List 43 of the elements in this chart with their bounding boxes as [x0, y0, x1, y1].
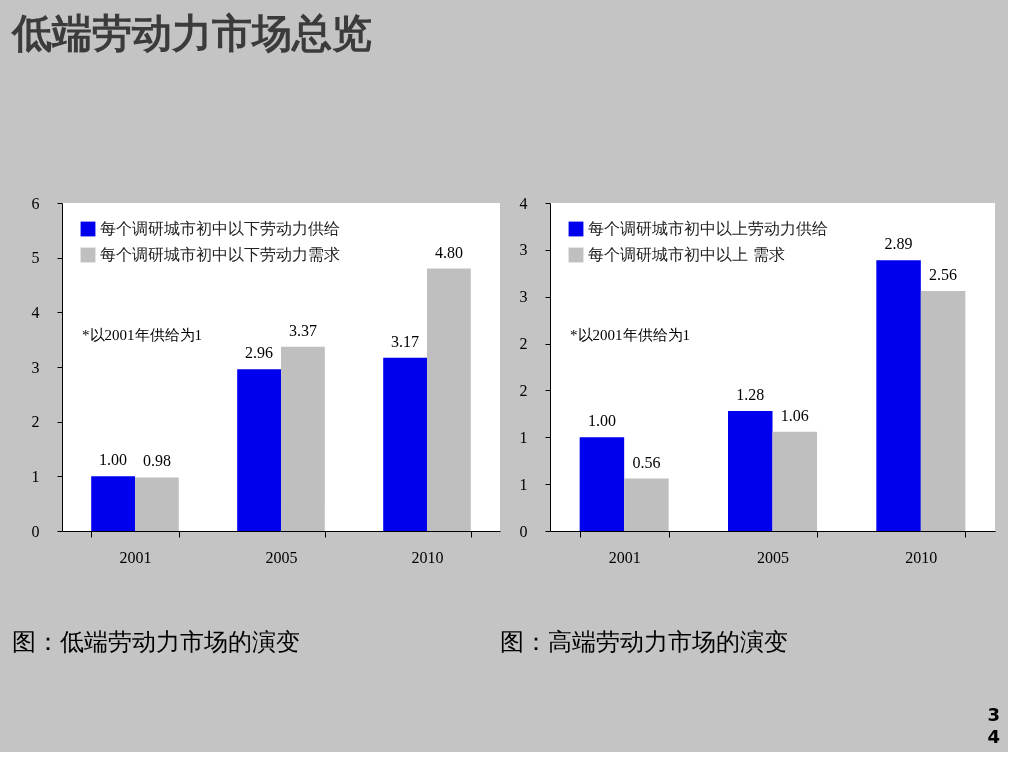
y-tick-label: 6	[31, 194, 40, 212]
x-tick-label: 2001	[119, 548, 152, 566]
legend-label: 每个调研城市初中以上劳动力供给	[588, 219, 828, 238]
y-tick-label: 2	[519, 381, 528, 399]
annotation: *以2001年供给为1	[570, 327, 690, 343]
y-tick-label: 1	[31, 467, 40, 485]
data-label: 1.00	[587, 412, 616, 430]
legend-label: 每个调研城市初中以上 需求	[588, 245, 786, 264]
data-label: 3.17	[391, 332, 420, 350]
x-tick-label: 2005	[757, 548, 789, 566]
data-label: 2.56	[929, 266, 958, 284]
y-tick-label: 3	[31, 358, 40, 376]
data-label: 3.37	[288, 321, 317, 339]
y-tick-label: 3	[519, 241, 528, 259]
text: 图：高端劳动力市场的演变	[500, 628, 788, 656]
annotation: *以2001年供给为1	[82, 327, 202, 343]
data-label: 2.89	[884, 235, 913, 253]
data-label: 0.98	[142, 452, 171, 470]
y-tick-label: 4	[519, 194, 528, 212]
data-label: 0.56	[632, 453, 661, 471]
y-tick-label: 2	[519, 335, 528, 353]
y-tick-label: 0	[31, 522, 40, 540]
data-label: 4.80	[434, 243, 463, 261]
data-label: 1.28	[736, 386, 765, 404]
x-tick-label: 2001	[608, 548, 641, 566]
data-label: 1.06	[780, 406, 809, 424]
legend-label: 每个调研城市初中以下劳动力需求	[100, 245, 340, 264]
x-tick-label: 2010	[905, 548, 938, 566]
y-tick-label: 0	[519, 522, 528, 540]
y-tick-label: 4	[31, 303, 40, 321]
y-tick-label: 3	[519, 288, 528, 306]
data-label: 1.00	[99, 451, 128, 469]
text: 34	[987, 704, 1000, 747]
x-tick-label: 2010	[411, 548, 444, 566]
y-tick-label: 2	[31, 413, 40, 431]
y-tick-label: 1	[519, 475, 528, 493]
data-label: 2.96	[245, 344, 274, 362]
y-tick-label: 5	[31, 249, 40, 267]
chart-title: 低端劳动力市场总览	[10, 10, 372, 56]
x-tick-label: 2005	[265, 548, 298, 566]
y-tick-label: 1	[519, 428, 528, 446]
legend-label: 每个调研城市初中以下劳动力供给	[100, 219, 340, 238]
text: 图：低端劳动力市场的演变	[12, 628, 300, 656]
